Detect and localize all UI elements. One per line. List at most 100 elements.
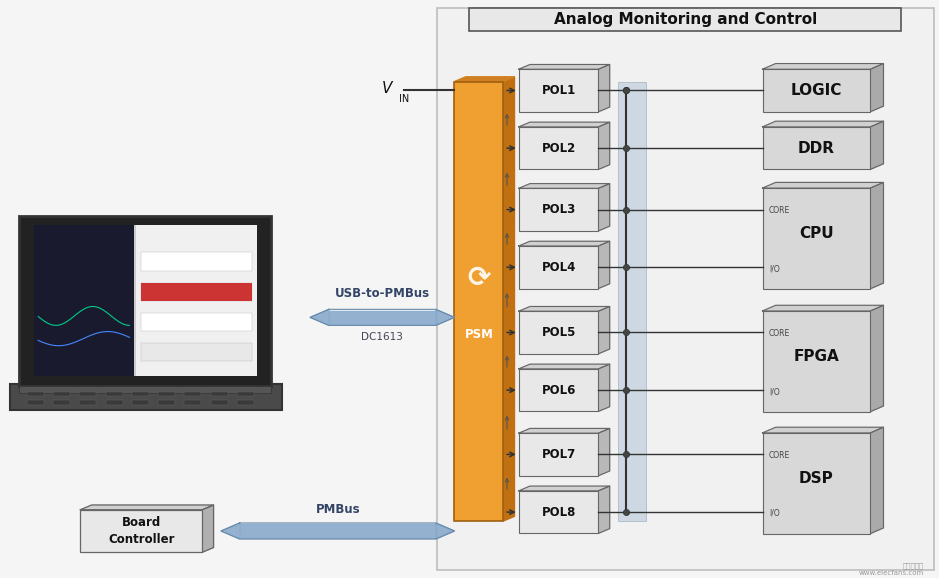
Text: USB-to-PMBus: USB-to-PMBus [334, 287, 430, 300]
FancyBboxPatch shape [762, 188, 870, 289]
FancyBboxPatch shape [141, 283, 252, 301]
FancyBboxPatch shape [158, 400, 175, 405]
Text: $V$: $V$ [381, 80, 394, 96]
Polygon shape [518, 241, 609, 246]
Polygon shape [518, 184, 609, 188]
Polygon shape [762, 427, 884, 433]
Text: FPGA: FPGA [793, 349, 839, 364]
FancyBboxPatch shape [80, 391, 97, 397]
Polygon shape [454, 77, 515, 81]
FancyBboxPatch shape [34, 225, 256, 376]
Text: POL2: POL2 [542, 142, 576, 155]
FancyBboxPatch shape [454, 81, 503, 521]
FancyBboxPatch shape [518, 188, 598, 231]
Text: POL6: POL6 [542, 384, 576, 397]
Polygon shape [598, 428, 609, 476]
Text: I/O: I/O [769, 264, 779, 273]
Text: ⟳: ⟳ [468, 264, 490, 292]
Polygon shape [762, 64, 884, 69]
FancyBboxPatch shape [136, 225, 256, 376]
FancyBboxPatch shape [518, 311, 598, 354]
Text: POL4: POL4 [542, 261, 576, 274]
Text: DDR: DDR [798, 140, 835, 155]
Polygon shape [518, 65, 609, 69]
Polygon shape [518, 486, 609, 491]
FancyBboxPatch shape [132, 400, 149, 405]
FancyBboxPatch shape [237, 400, 254, 405]
FancyBboxPatch shape [518, 246, 598, 288]
Text: DC1613: DC1613 [362, 332, 403, 342]
FancyBboxPatch shape [184, 400, 201, 405]
Text: Board
Controller: Board Controller [108, 516, 175, 546]
FancyBboxPatch shape [141, 343, 252, 361]
FancyBboxPatch shape [80, 400, 97, 405]
FancyBboxPatch shape [132, 391, 149, 397]
FancyBboxPatch shape [518, 433, 598, 476]
Polygon shape [762, 121, 884, 127]
FancyBboxPatch shape [762, 433, 870, 533]
Text: I/O: I/O [769, 387, 779, 396]
Polygon shape [598, 241, 609, 288]
Polygon shape [518, 428, 609, 433]
FancyBboxPatch shape [141, 253, 252, 271]
FancyBboxPatch shape [210, 400, 227, 405]
Polygon shape [329, 311, 436, 324]
Polygon shape [518, 364, 609, 369]
Polygon shape [221, 523, 239, 539]
FancyBboxPatch shape [762, 311, 870, 412]
Polygon shape [598, 486, 609, 533]
Polygon shape [870, 427, 884, 533]
Polygon shape [436, 309, 454, 325]
FancyBboxPatch shape [54, 400, 70, 405]
Text: POL8: POL8 [542, 506, 576, 518]
FancyBboxPatch shape [237, 391, 254, 397]
FancyBboxPatch shape [762, 69, 870, 112]
FancyBboxPatch shape [158, 391, 175, 397]
Text: POL5: POL5 [542, 326, 576, 339]
Text: CORE: CORE [769, 451, 791, 460]
Polygon shape [518, 306, 609, 311]
Polygon shape [870, 183, 884, 289]
Text: 电子发烧友
www.elecfans.com: 电子发烧友 www.elecfans.com [859, 562, 924, 576]
FancyBboxPatch shape [141, 283, 252, 301]
Text: Analog Monitoring and Control: Analog Monitoring and Control [553, 12, 817, 27]
FancyBboxPatch shape [518, 127, 598, 169]
Text: POL7: POL7 [542, 448, 576, 461]
Polygon shape [436, 523, 454, 539]
FancyBboxPatch shape [518, 369, 598, 412]
Polygon shape [310, 309, 329, 325]
Text: PMBus: PMBus [316, 503, 360, 516]
FancyBboxPatch shape [518, 69, 598, 112]
Polygon shape [598, 122, 609, 169]
Polygon shape [870, 121, 884, 169]
FancyBboxPatch shape [106, 400, 123, 405]
Polygon shape [870, 305, 884, 412]
FancyBboxPatch shape [27, 400, 44, 405]
FancyBboxPatch shape [437, 8, 933, 570]
Text: PSM: PSM [465, 328, 493, 341]
FancyBboxPatch shape [20, 216, 270, 386]
Polygon shape [598, 65, 609, 112]
FancyBboxPatch shape [210, 391, 227, 397]
Text: IN: IN [399, 94, 409, 104]
Polygon shape [870, 64, 884, 112]
Text: LOGIC: LOGIC [791, 83, 842, 98]
FancyBboxPatch shape [184, 391, 201, 397]
Polygon shape [81, 505, 213, 510]
Polygon shape [598, 306, 609, 354]
Text: CPU: CPU [799, 226, 834, 241]
Text: CORE: CORE [769, 206, 791, 215]
Text: I/O: I/O [769, 509, 779, 518]
Polygon shape [598, 184, 609, 231]
Polygon shape [762, 183, 884, 188]
Text: CORE: CORE [769, 329, 791, 338]
FancyBboxPatch shape [106, 391, 123, 397]
FancyBboxPatch shape [20, 386, 270, 393]
Text: POL1: POL1 [542, 84, 576, 97]
FancyBboxPatch shape [54, 391, 70, 397]
Polygon shape [518, 122, 609, 127]
FancyBboxPatch shape [618, 81, 646, 521]
FancyBboxPatch shape [518, 491, 598, 533]
Polygon shape [239, 524, 436, 538]
Text: DSP: DSP [799, 470, 834, 486]
